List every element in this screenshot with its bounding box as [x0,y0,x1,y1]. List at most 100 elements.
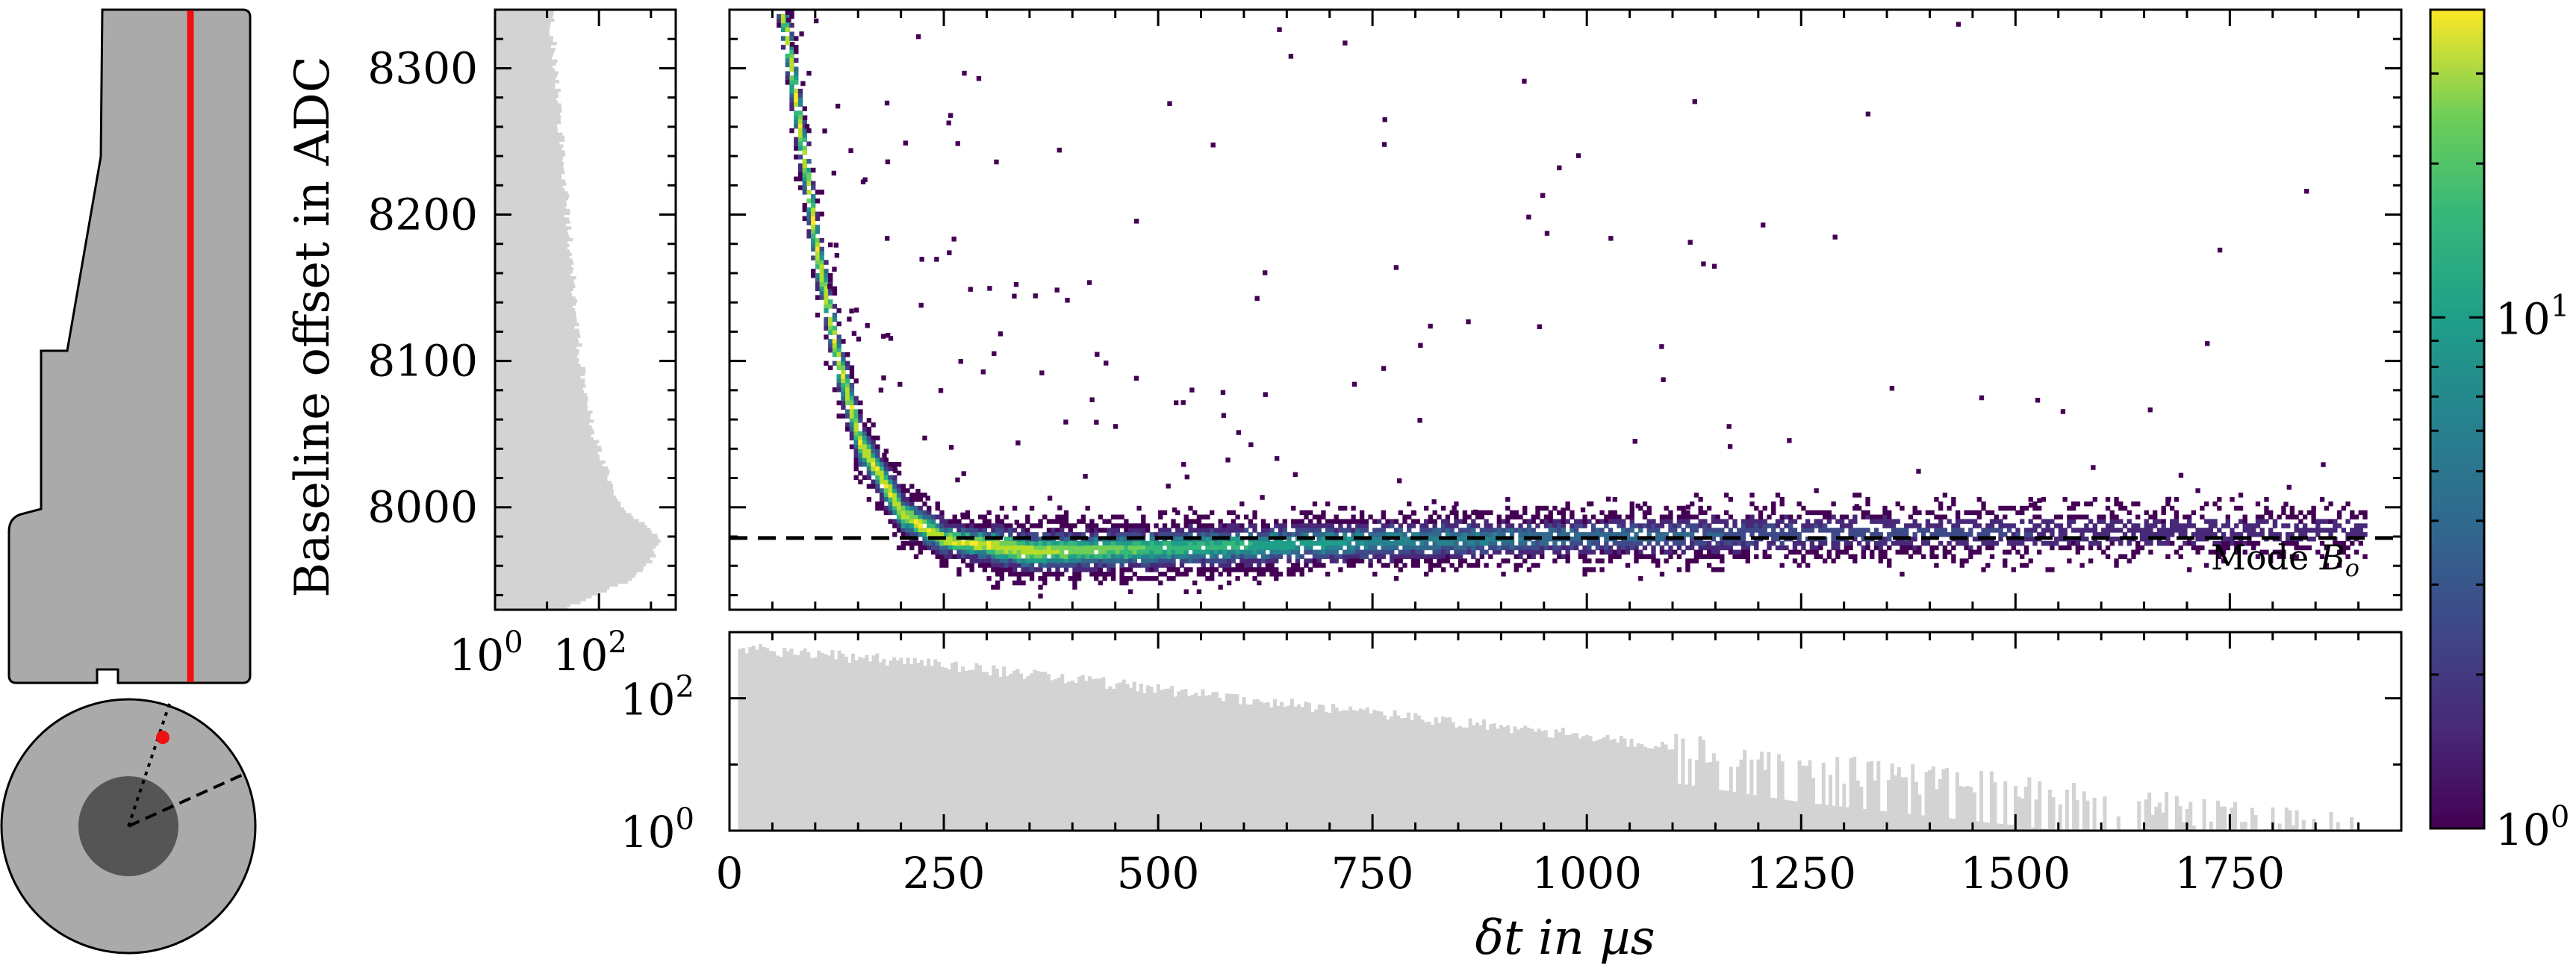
heatmap-cell [900,488,906,493]
bottom-histogram-bar [1293,706,1298,831]
bottom-histogram-bar [2292,825,2296,831]
bottom-histogram-bar [1571,733,1575,831]
heatmap-cell [1573,528,1579,533]
left-histogram-bar [495,12,554,16]
heatmap-cell [789,22,794,28]
bottom-histogram-bar [940,666,945,831]
heatmap-cell [1835,540,1841,546]
heatmap-cell [948,540,953,546]
heatmap-cell [1291,563,1296,568]
heatmap-cell [1316,554,1322,559]
heatmap-cell [1063,540,1069,546]
heatmap-cell [2302,514,2308,520]
heatmap-cell [1775,523,1781,528]
heatmap-cell [2203,532,2209,537]
heatmap-cell [2084,514,2089,520]
bottom-histogram-bar [2174,796,2179,831]
heatmap-cell [819,264,824,269]
heatmap-cell [1089,549,1095,555]
heatmap-cell [1342,540,1348,546]
heatmap-cell [1072,567,1077,572]
bottom-histogram-bar [1650,749,1655,831]
heatmap-cell [1115,545,1121,551]
bottom-histogram-bar [865,655,869,831]
heatmap-cell [1196,558,1202,563]
heatmap-cell [1321,510,1326,516]
heatmap-cell [1737,554,1742,559]
left-histogram-bar [495,431,594,435]
heatmap-cell [1085,563,1090,568]
heatmap-cell [1496,519,1502,524]
heatmap-cell [1715,545,1720,551]
heatmap-cell [1072,540,1077,546]
left-histogram-bar [495,598,586,602]
heatmap-cell [1445,532,1451,537]
left-histogram-bar [495,284,576,289]
bottom-histogram-bar [1646,748,1651,831]
heatmap-cell [1557,510,1562,516]
left-histogram-bar [495,281,575,286]
heatmap-cell [785,22,790,28]
heatmap-cell [879,479,885,484]
heatmap-cell [1183,558,1189,563]
left-histogram-bar [495,496,617,499]
heatmap-cell [1282,549,1287,555]
heatmap-cell [1110,554,1116,559]
heatmap-cell [1410,549,1416,555]
heatmap-cell [875,505,880,511]
bottom-histogram-bar [1564,734,1569,831]
heatmap-cell [986,519,992,524]
bottom-histogram-bar [2103,796,2107,831]
heatmap-cell [1590,549,1596,555]
bottom-histogram-bar [2188,802,2193,831]
left-histogram-bar [495,293,573,297]
radial-dashed-line [128,773,243,828]
left-histogram-bar [495,396,588,400]
heatmap-cell [913,497,919,502]
heatmap-cell [1432,519,1437,524]
heatmap-cell [1080,532,1086,537]
left-histogram-bar [495,141,560,145]
heatmap-cell [1089,545,1095,551]
heatmap-cell [1127,528,1133,533]
bottom-histogram-bar [1307,702,1311,831]
heatmap-cell [1732,523,1737,528]
bottom-histogram-bar [1979,771,1984,831]
bottom-histogram-bar [1207,695,1212,831]
left-histogram-bar [495,138,565,142]
heatmap-cell [2092,523,2097,528]
heatmap-cell [858,449,863,454]
heatmap-cell [1484,519,1489,524]
heatmap-cell [1025,572,1030,577]
heatmap-cell [1531,554,1536,559]
heatmap-cell [1196,549,1202,555]
heatmap-cell [1822,558,1828,563]
heatmap-cell [1110,545,1116,551]
heatmap-cell [2088,528,2094,533]
heatmap-cell [1998,523,2003,528]
heatmap-cell [1235,545,1240,551]
heatmap-cell [1505,545,1511,551]
heatmap-cell [1226,572,1232,577]
bottom-histogram-bar [1101,677,1106,831]
heatmap-cell [1093,567,1099,572]
heatmap-cell [828,286,833,292]
heatmap-cell [1698,519,1703,524]
heatmap-cell [2035,398,2041,403]
heatmap-cell [2165,540,2171,546]
bottom-histogram-bar [1770,797,1774,831]
heatmap-cell [1878,532,1883,537]
heatmap-cell [1582,554,1587,559]
heatmap-cell [2067,519,2072,524]
heatmap-cell [871,470,876,476]
heatmap-cell [806,207,812,213]
heatmap-cell [1183,532,1189,537]
heatmap-cell [1291,523,1296,528]
left-histogram-bar [495,83,556,87]
bottom-histogram-bar [1070,680,1074,831]
heatmap-cell [802,159,807,164]
heatmap-cell [1569,523,1575,528]
heatmap-cell [1629,523,1634,528]
heatmap-cell [1617,549,1622,555]
heatmap-cell [1213,540,1219,546]
